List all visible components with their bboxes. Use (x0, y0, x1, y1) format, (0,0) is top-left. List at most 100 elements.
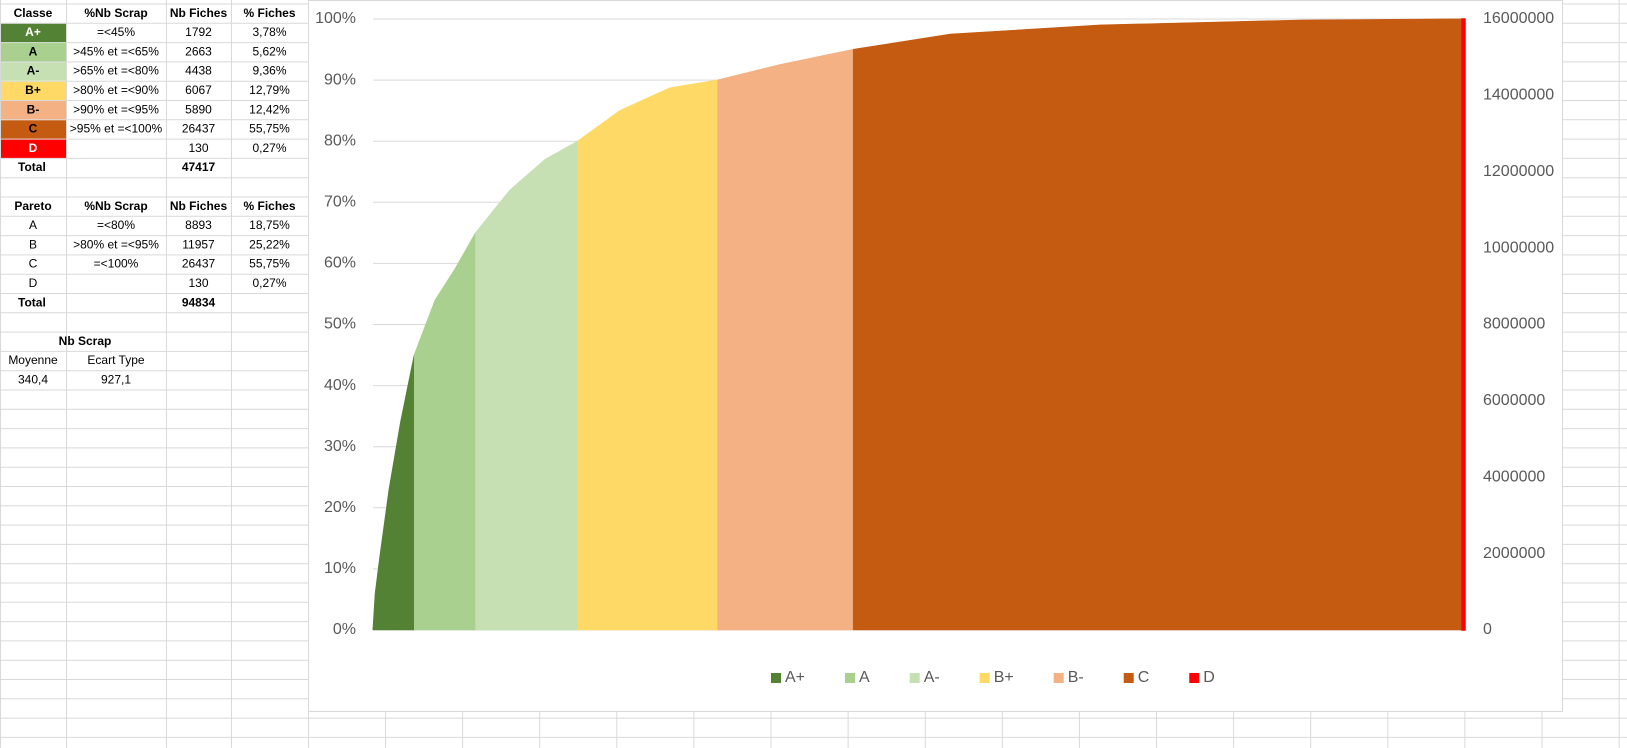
y-tick-label: 10% (324, 560, 356, 577)
table-cell: 55,75% (249, 122, 290, 136)
table-cell: D (29, 141, 38, 155)
table-cell: =<80% (97, 218, 135, 232)
table-cell: 1792 (185, 25, 212, 39)
area-edge (853, 18, 1463, 51)
legend-label: A+ (785, 669, 805, 686)
legend-swatch (845, 673, 856, 683)
y-tick-label: 70% (324, 194, 356, 211)
y-tick-label: 80% (324, 132, 356, 149)
legend-swatch (1053, 673, 1064, 683)
table-cell: 0,27% (252, 276, 286, 290)
y2-tick-label: 6000000 (1483, 392, 1545, 409)
table-cell: 4438 (185, 64, 212, 78)
class-color-cell (1, 43, 66, 62)
legend-swatch (1189, 673, 1200, 683)
stats-value: 340,4 (18, 373, 48, 387)
table-cell: 12,42% (249, 102, 290, 116)
y-tick-label: 30% (324, 438, 356, 455)
table-cell: 18,75% (249, 218, 290, 232)
y2-tick-label: 12000000 (1483, 163, 1554, 180)
legend-label: B+ (994, 669, 1014, 686)
table-cell: >95% et =<100% (70, 122, 163, 136)
table-cell: 8893 (185, 218, 212, 232)
table-cell: C (29, 257, 38, 271)
stats-header: Moyenne (8, 353, 58, 367)
area-fill (577, 79, 718, 631)
table-cell: B (29, 237, 37, 251)
table-cell: 26437 (182, 122, 216, 136)
y2-tick-label: 2000000 (1483, 545, 1545, 562)
table-cell: B- (27, 102, 40, 116)
y2-tick-label: 14000000 (1483, 87, 1554, 104)
legend-label: A (859, 669, 870, 686)
table-cell: 0,27% (252, 141, 286, 155)
table-cell: >45% et =<65% (73, 44, 159, 58)
legend-label: C (1138, 669, 1150, 686)
y2-tick-label: 16000000 (1483, 10, 1554, 27)
y2-tick-label: 0 (1483, 621, 1492, 638)
y-tick-label: 90% (324, 71, 356, 88)
table-cell: D (29, 276, 38, 290)
class-color-cell (1, 120, 66, 139)
legend-label: A- (924, 669, 940, 686)
header-cell: %Nb Scrap (84, 6, 147, 20)
area-edge (717, 49, 854, 81)
header-cell: % Fiches (243, 199, 295, 213)
class-color-cell (1, 101, 66, 120)
y-tick-label: 50% (324, 316, 356, 333)
table-cell: 130 (188, 141, 208, 155)
header-cell: Nb Fiches (170, 6, 228, 20)
y2-tick-label: 10000000 (1483, 239, 1554, 256)
header-cell: Pareto (14, 199, 51, 213)
table-cell: 9,36% (252, 64, 286, 78)
table-cell: A- (27, 64, 40, 78)
legend-swatch (1123, 673, 1134, 683)
y-tick-label: 0% (333, 621, 356, 638)
area-fill (717, 49, 854, 631)
class-color-cell (1, 81, 66, 100)
class-color-cell (1, 23, 66, 43)
table-cell: =<100% (94, 257, 139, 271)
table-cell: C (29, 122, 38, 136)
table-cell: 12,79% (249, 83, 290, 97)
table-cell: 11957 (182, 237, 215, 251)
table-cell: >65% et =<80% (73, 64, 159, 78)
y-tick-label: 60% (324, 255, 356, 272)
y-tick-label: 40% (324, 377, 356, 394)
table-cell: 5,62% (252, 44, 286, 58)
header-cell: % Fiches (243, 6, 295, 20)
area-edge (577, 79, 718, 142)
legend-swatch (909, 673, 920, 683)
y-tick-label: 100% (315, 10, 356, 27)
table-cell: 25,22% (249, 237, 290, 251)
table-cell: 6067 (185, 83, 212, 97)
table-cell: 26437 (182, 257, 216, 271)
table-cell: >80% et =<95% (73, 237, 159, 251)
header-cell: Classe (14, 6, 53, 20)
stats-value: 927,1 (101, 373, 131, 387)
y2-tick-label: 8000000 (1483, 316, 1545, 333)
table-cell: A+ (25, 25, 41, 39)
y-tick-label: 20% (324, 499, 356, 516)
header-cell: Nb Fiches (170, 199, 228, 213)
class-color-cell (1, 62, 66, 81)
table-cell: =<45% (97, 25, 135, 39)
stats-header: Ecart Type (87, 353, 144, 367)
legend-label: B- (1068, 669, 1084, 686)
table-cell: 5890 (185, 102, 212, 116)
table-cell: 130 (188, 276, 208, 290)
table-cell: >90% et =<95% (73, 102, 159, 116)
table-cell: 2663 (185, 44, 212, 58)
table-cell: 55,75% (249, 257, 290, 271)
area-edge (372, 354, 415, 631)
table-cell: >80% et =<90% (73, 83, 159, 97)
total-label: Total (18, 160, 46, 174)
legend-swatch (979, 673, 990, 683)
total-value: 94834 (182, 295, 216, 309)
header-cell: %Nb Scrap (84, 199, 147, 213)
legend-swatch (771, 673, 781, 683)
table-cell: 3,78% (252, 25, 286, 39)
total-value: 47417 (182, 160, 216, 174)
